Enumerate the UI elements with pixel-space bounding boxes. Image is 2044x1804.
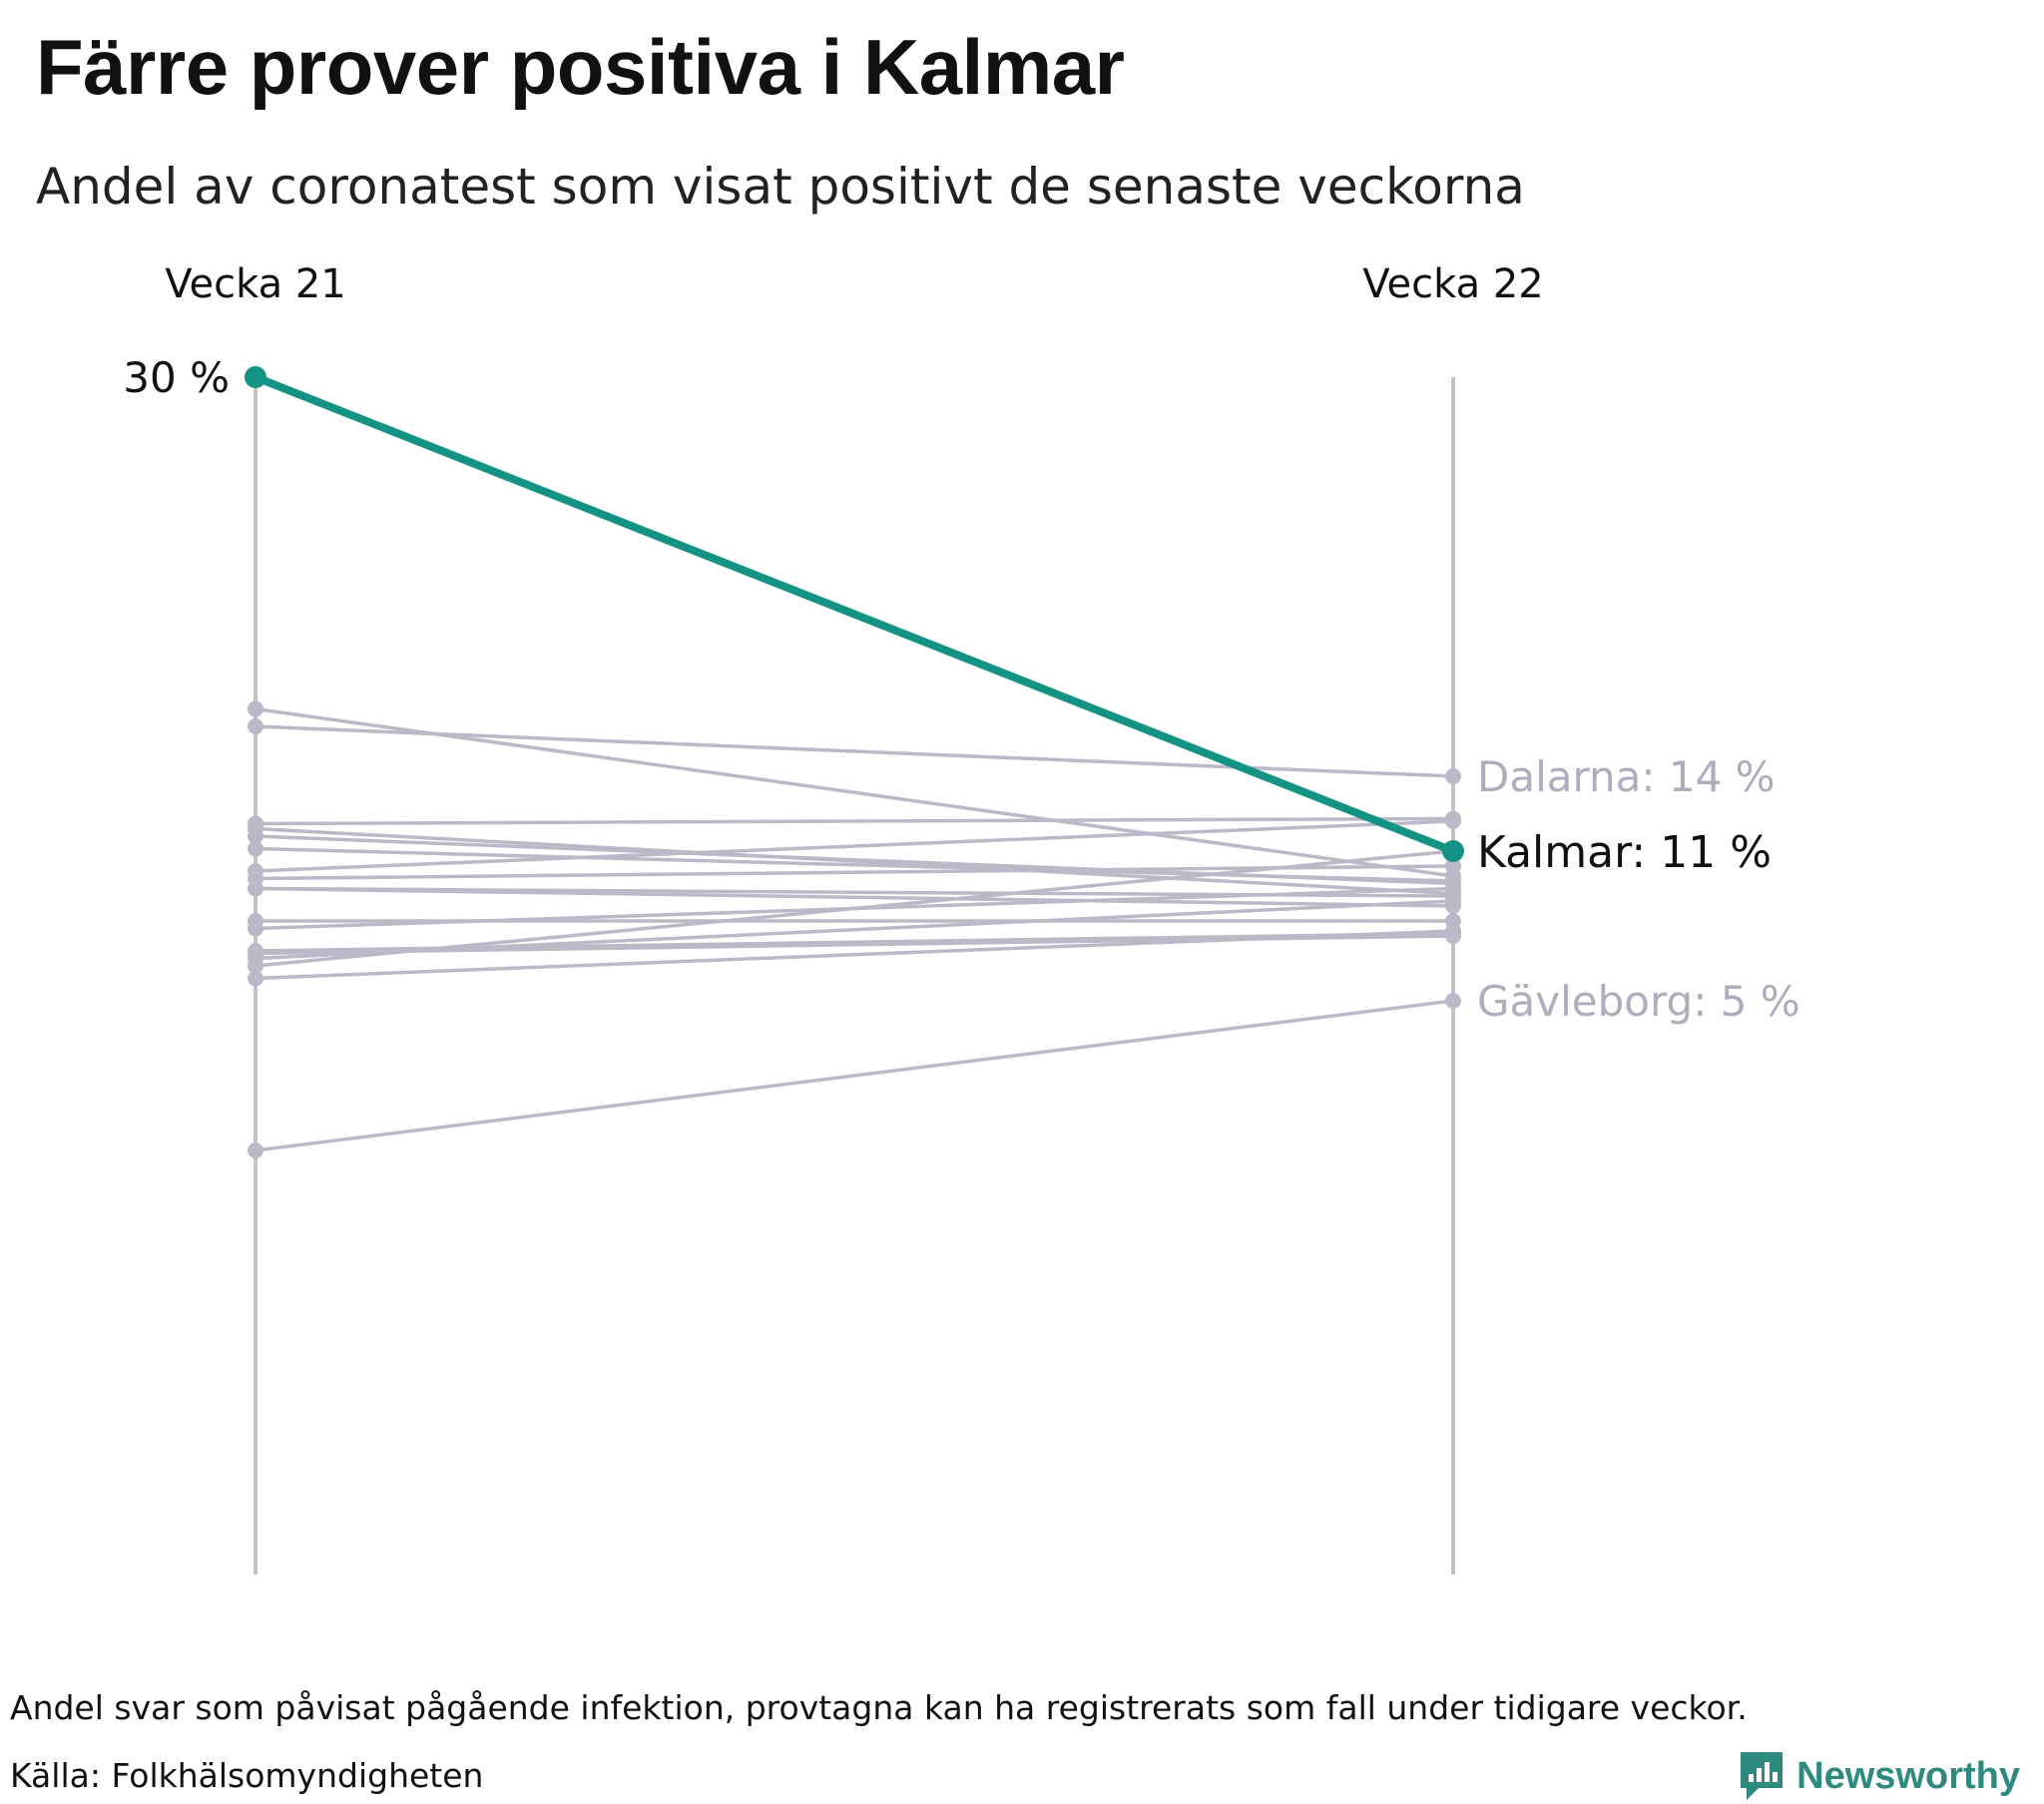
chart-title: Färre prover positiva i Kalmar	[36, 23, 1125, 111]
series-point-12-week-21	[248, 920, 263, 937]
highlight-point-week-21	[245, 366, 266, 388]
slope-chart: Vecka 21 Vecka 22 30 % Kalmar: 11 % Dalarn…	[123, 261, 1800, 1575]
series-line-16	[255, 849, 1454, 968]
highlight-line-kalmar	[252, 373, 1457, 855]
series-end-label-18: Gävleborg: 5 %	[1477, 977, 1800, 1026]
highlight-start-label: 30 %	[123, 353, 230, 402]
end-labels: 30 % Kalmar: 11 % Dalarna: 14 % Gävleborg: …	[123, 353, 1799, 1026]
series-point-18-week-21	[248, 1142, 263, 1158]
series-point-1-week-21	[248, 718, 263, 734]
newsworthy-logo-icon	[1741, 1752, 1784, 1800]
series-line-18	[255, 999, 1454, 1152]
series-line-8	[255, 864, 1454, 881]
series-point-15-week-22	[1445, 893, 1461, 909]
brand: Newsworthy	[1737, 1748, 2020, 1804]
series-line-10	[255, 886, 1454, 908]
series-point-5-week-21	[248, 828, 263, 844]
source-note: Källa: Folkhälsomyndigheten	[10, 1756, 484, 1795]
series-line-7	[255, 819, 1454, 873]
series-line-17	[255, 929, 1454, 981]
series-line-15	[255, 899, 1454, 961]
series-end-label-1: Dalarna: 14 %	[1477, 752, 1776, 801]
series-line-2	[255, 706, 1454, 878]
chart-subtitle: Andel av coronatest som visat positivt d…	[36, 158, 1525, 216]
series-point-17-week-22	[1445, 923, 1461, 939]
series-lines	[248, 700, 1461, 1158]
series-point-10-week-21	[248, 880, 263, 897]
series-point-7-week-22	[1445, 813, 1461, 829]
series-point-1-week-22	[1445, 768, 1461, 784]
series-point-2-week-21	[248, 700, 263, 717]
highlight-end-label: Kalmar: 11 %	[1477, 827, 1772, 878]
series-line-6	[255, 846, 1454, 883]
series-line-3	[255, 816, 1454, 826]
series-point-8-week-22	[1445, 858, 1461, 874]
category-label-week-22: Vecka 22	[1362, 261, 1543, 307]
series-point-6-week-21	[248, 840, 263, 857]
brand-name: Newsworthy	[1796, 1754, 2020, 1797]
footnote: Andel svar som påvisat pågående infektio…	[10, 1688, 1748, 1727]
series-point-18-week-22	[1445, 993, 1461, 1009]
series-point-17-week-21	[248, 970, 263, 987]
highlight-series	[245, 366, 1464, 862]
series-point-16-week-21	[248, 958, 263, 974]
series-point-12-week-22	[1445, 880, 1461, 897]
highlight-point-week-22	[1442, 840, 1464, 862]
category-label-week-21: Vecka 21	[165, 261, 345, 307]
